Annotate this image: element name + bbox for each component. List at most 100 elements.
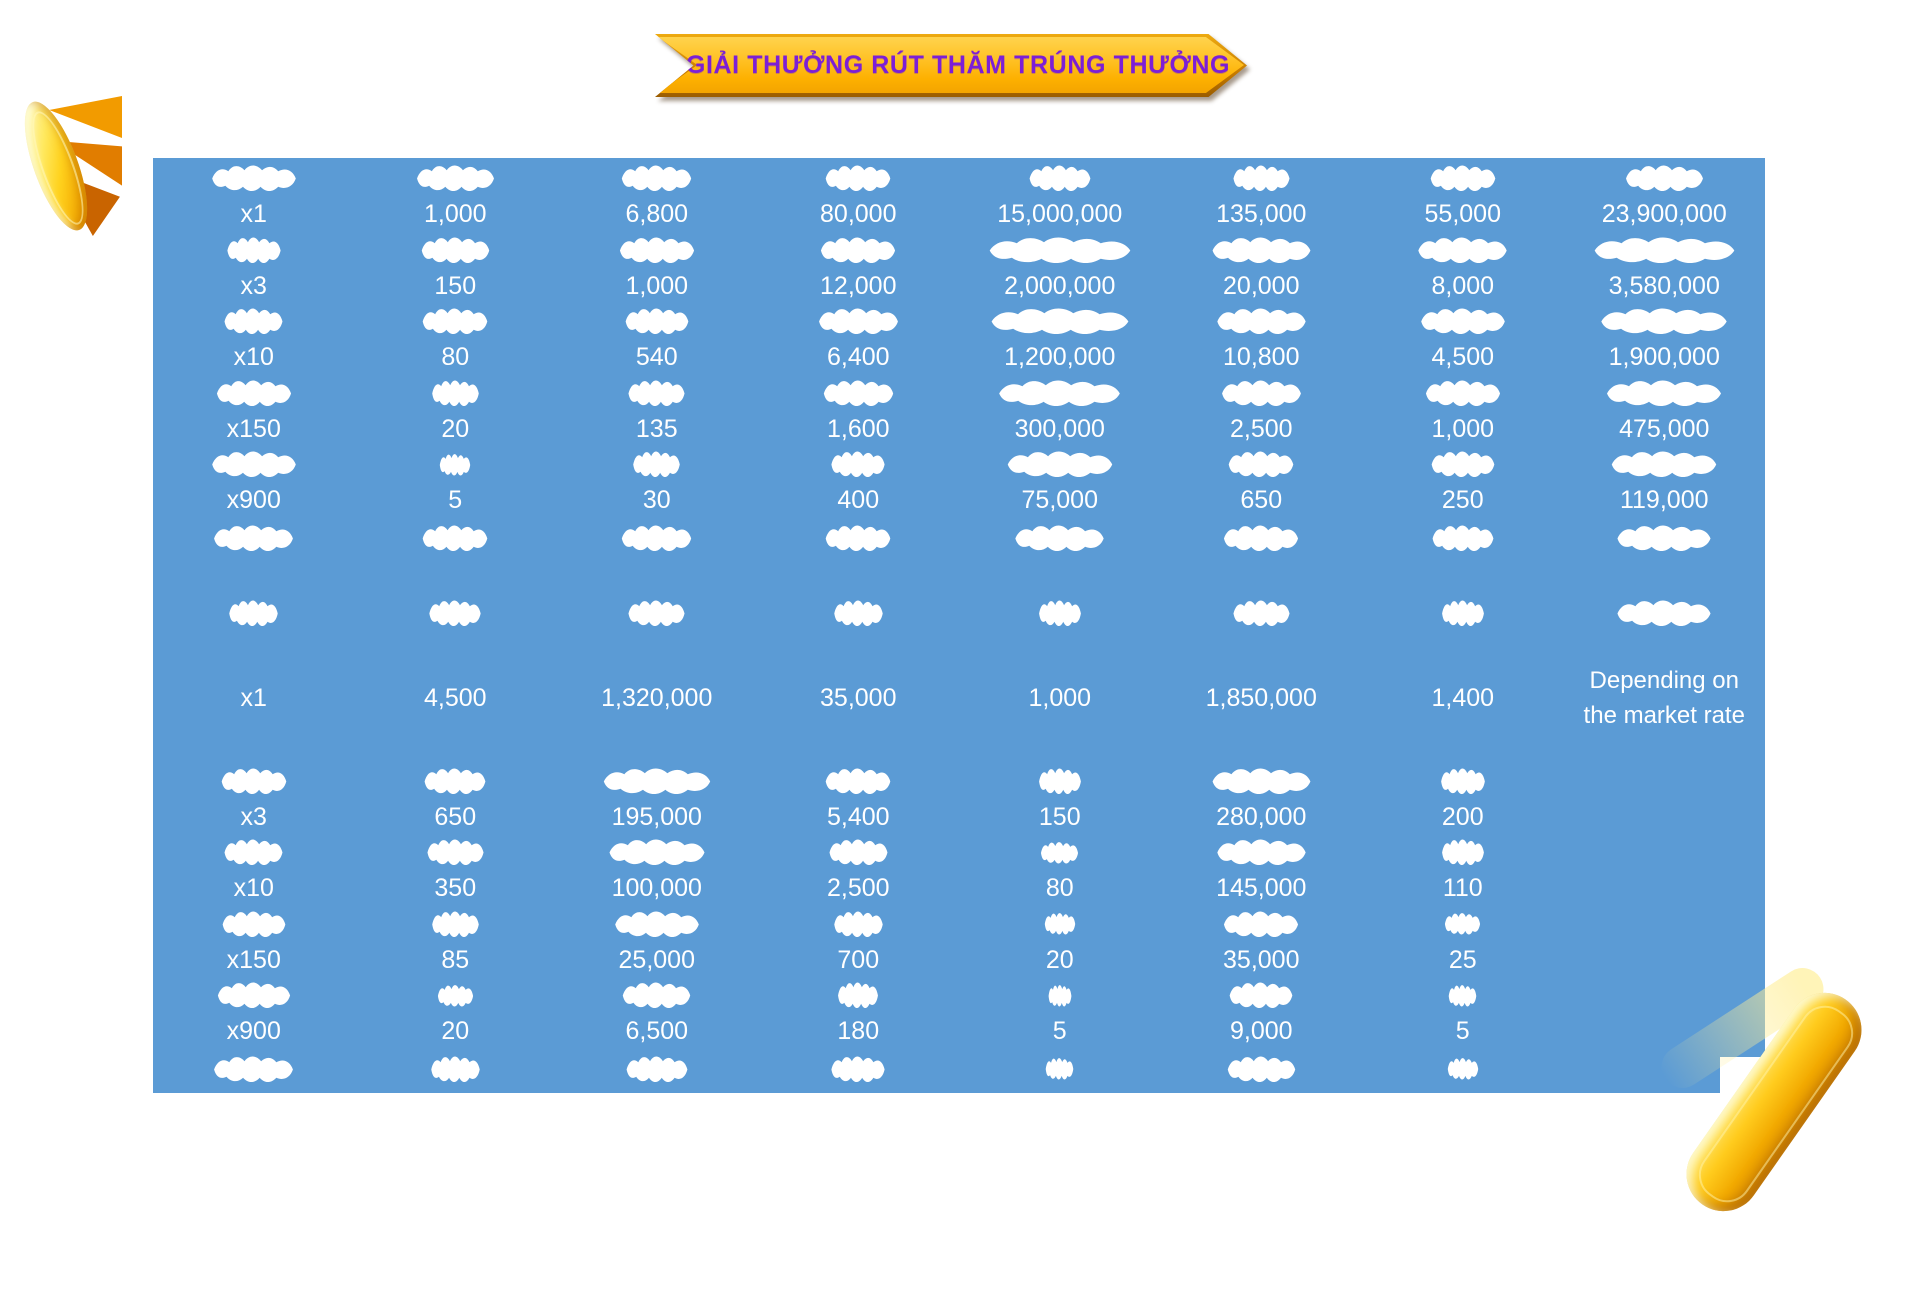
blob-slot — [1210, 230, 1313, 271]
blob-slot — [1044, 904, 1076, 945]
redacted-cloud-blob — [609, 839, 705, 866]
cell-value: 25,000 — [618, 945, 695, 974]
redacted-cloud-blob — [416, 165, 494, 192]
table-row: x1 1,000 6,800 80,000 15,000,000 135,000 55,00… — [153, 158, 1765, 230]
blob-slot — [428, 598, 482, 629]
blob-slot — [431, 373, 480, 414]
redacted-cloud-blob — [424, 768, 486, 794]
blob-slot — [212, 523, 295, 554]
table-cell: 5 — [355, 444, 557, 516]
table-cell: 150 — [959, 761, 1161, 833]
table-row — [153, 516, 1765, 561]
table-cell — [355, 516, 557, 561]
redacted-cloud-blob — [429, 600, 481, 626]
redacted-cloud-blob — [216, 380, 291, 406]
table-cell: 119,000 — [1564, 444, 1766, 516]
table-cell: 35,000 — [1161, 904, 1363, 976]
banner-shape: GIẢI THƯỞNG RÚT THĂM TRÚNG THƯỞNG — [655, 34, 1247, 97]
blob-slot — [1222, 523, 1300, 554]
redacted-cloud-blob — [221, 768, 287, 794]
blob-slot — [1598, 301, 1730, 342]
table-cell: 280,000 — [1161, 761, 1363, 833]
blob-slot — [423, 761, 487, 802]
table-row: x3 650 195,000 5,400 150 280,000 200 — [153, 761, 1765, 833]
table-cell: 12,000 — [758, 230, 960, 302]
table-cell: x900 — [153, 975, 355, 1047]
table-cell: 110 — [1362, 832, 1564, 904]
table-cell: 75,000 — [959, 444, 1161, 516]
blob-slot — [1431, 523, 1495, 554]
blob-slot — [624, 301, 690, 342]
table-row: x1 4,500 1,320,000 35,000 1,000 1,850,000 1,40… — [153, 636, 1765, 761]
redacted-cloud-blob — [437, 984, 473, 1007]
redacted-cloud-blob — [1038, 600, 1081, 626]
redacted-cloud-blob — [211, 451, 296, 478]
blob-slot — [1040, 832, 1079, 873]
table-cell: x1 — [153, 636, 355, 761]
redacted-cloud-blob — [1601, 308, 1727, 335]
blob-slot — [223, 301, 284, 342]
redacted-cloud-blob — [422, 308, 488, 335]
cell-value: 1,400 — [1431, 684, 1495, 712]
table-cell: 9,000 — [1161, 975, 1363, 1047]
blob-slot — [1005, 444, 1115, 485]
cell-value: 30 — [642, 486, 671, 514]
blob-slot — [996, 373, 1123, 414]
cell-value: 75,000 — [1021, 486, 1098, 514]
blob-slot — [1419, 301, 1507, 342]
blob-slot — [833, 598, 884, 629]
redacted-cloud-blob — [229, 600, 278, 626]
cell-value: 145,000 — [1216, 874, 1307, 902]
redacted-cloud-blob — [1448, 984, 1477, 1007]
blob-slot — [1227, 444, 1295, 485]
blob-slot — [632, 444, 681, 485]
redacted-cloud-blob — [1044, 913, 1075, 935]
cell-value: 35,000 — [820, 684, 897, 712]
cell-value: x3 — [240, 802, 267, 831]
table-cell: 1,000 — [1362, 373, 1564, 445]
cell-value: x10 — [233, 343, 274, 371]
table-cell: 1,000 — [355, 158, 557, 230]
table-cell: 1,600 — [758, 373, 960, 445]
redacted-cloud-blob — [1212, 237, 1311, 263]
blob-slot — [620, 523, 693, 554]
table-cell — [1564, 761, 1766, 833]
table-cell: x1 — [153, 158, 355, 230]
redacted-cloud-blob — [1440, 768, 1485, 794]
blob-slot — [1038, 761, 1082, 802]
cell-value: 100,000 — [611, 874, 702, 902]
blob-slot — [212, 1054, 295, 1085]
redacted-cloud-blob — [1227, 1056, 1295, 1082]
cell-value: x150 — [226, 414, 281, 443]
blob-slot — [601, 761, 713, 802]
cell-value: 200 — [1441, 802, 1484, 831]
blob-slot — [988, 301, 1132, 342]
redacted-cloud-blob — [1224, 525, 1299, 551]
redacted-cloud-blob — [628, 380, 685, 406]
table-cell: 20,000 — [1161, 230, 1363, 302]
cell-value: 2,500 — [826, 874, 890, 902]
table-cell — [959, 1047, 1161, 1092]
blob-slot — [824, 158, 892, 199]
redacted-cloud-blob — [1048, 984, 1072, 1007]
table-cell: 100,000 — [556, 832, 758, 904]
table-cell: 2,000,000 — [959, 230, 1161, 302]
table-cell: 5 — [1362, 975, 1564, 1047]
cell-value: 1,000 — [1431, 414, 1495, 443]
redacted-cloud-blob — [991, 308, 1129, 335]
table-cell: 8,000 — [1362, 230, 1564, 302]
table-cell: 1,850,000 — [1161, 636, 1363, 761]
cell-value: 80 — [441, 343, 470, 371]
table-cell: 10,800 — [1161, 301, 1363, 373]
table-cell: 15,000,000 — [959, 158, 1161, 230]
cell-value: 2,500 — [1229, 414, 1293, 443]
redacted-cloud-blob — [1612, 451, 1717, 478]
redacted-cloud-blob — [831, 1056, 885, 1082]
blob-slot — [1232, 598, 1291, 629]
table-cell — [1362, 1047, 1564, 1092]
redacted-cloud-blob — [614, 911, 699, 937]
table-cell: 200 — [1362, 761, 1564, 833]
redacted-cloud-blob — [821, 237, 896, 263]
blob-slot — [1038, 598, 1082, 629]
redacted-cloud-blob — [431, 911, 479, 937]
